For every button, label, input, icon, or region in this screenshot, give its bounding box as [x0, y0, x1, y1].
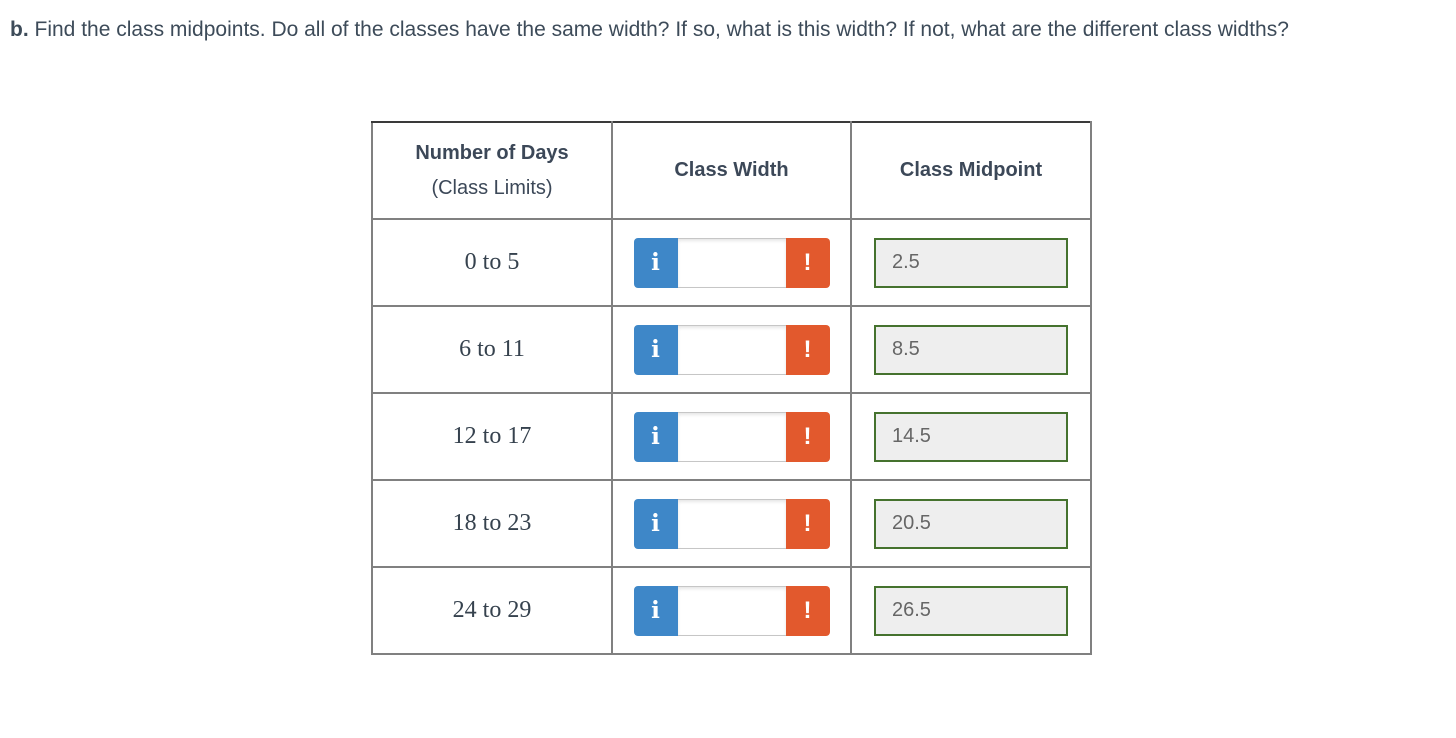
class-width-cell: i !: [611, 305, 852, 394]
info-button[interactable]: i: [633, 237, 678, 288]
table-row: 0 to 5 i ! 2.5: [371, 218, 1092, 307]
info-button[interactable]: i: [633, 324, 678, 375]
table-row: 6 to 11 i ! 8.5: [371, 305, 1092, 394]
class-width-cell: i !: [611, 566, 852, 655]
class-midpoint-cell: 20.5: [850, 479, 1092, 568]
table-row: 12 to 17 i ! 14.5: [371, 392, 1092, 481]
midpoint-answer-box: 8.5: [874, 324, 1068, 375]
class-width-input-group: i !: [633, 324, 830, 375]
info-icon: i: [651, 249, 660, 276]
header-class-limits-line2: (Class Limits): [431, 176, 553, 199]
exclamation-icon: !: [803, 422, 812, 450]
info-icon: i: [651, 597, 660, 624]
class-width-cell: i !: [611, 218, 852, 307]
class-limits-label: 18 to 23: [371, 479, 613, 568]
midpoint-answer-box: 26.5: [874, 585, 1068, 636]
info-icon: i: [651, 510, 660, 537]
info-button[interactable]: i: [633, 498, 678, 549]
class-width-input-group: i !: [633, 237, 830, 288]
class-table: Number of Days (Class Limits) Class Widt…: [371, 121, 1092, 655]
alert-button[interactable]: !: [785, 498, 830, 549]
info-button[interactable]: i: [633, 411, 678, 462]
class-midpoint-cell: 26.5: [850, 566, 1092, 655]
midpoint-answer-box: 14.5: [874, 411, 1068, 462]
table-header-row: Number of Days (Class Limits) Class Widt…: [371, 121, 1092, 220]
midpoint-value: 2.5: [892, 251, 920, 273]
class-width-cell: i !: [611, 392, 852, 481]
header-class-width: Class Width: [611, 121, 852, 220]
class-width-input-group: i !: [633, 498, 830, 549]
midpoint-value: 8.5: [892, 338, 920, 360]
class-width-input-group: i !: [633, 411, 830, 462]
midpoint-answer-box: 20.5: [874, 498, 1068, 549]
class-width-input[interactable]: [677, 411, 786, 462]
question-body: Find the class midpoints. Do all of the …: [28, 18, 1289, 41]
class-width-input[interactable]: [677, 324, 786, 375]
question-part-label: b.: [10, 18, 29, 41]
table-row: 18 to 23 i ! 20.5: [371, 479, 1092, 568]
alert-button[interactable]: !: [785, 324, 830, 375]
header-class-midpoint: Class Midpoint: [850, 121, 1092, 220]
class-limits-label: 6 to 11: [371, 305, 613, 394]
class-midpoint-cell: 14.5: [850, 392, 1092, 481]
class-midpoint-cell: 2.5: [850, 218, 1092, 307]
class-limits-label: 0 to 5: [371, 218, 613, 307]
alert-button[interactable]: !: [785, 237, 830, 288]
class-limits-label: 24 to 29: [371, 566, 613, 655]
midpoint-value: 26.5: [892, 599, 931, 621]
alert-button[interactable]: !: [785, 585, 830, 636]
midpoint-answer-box: 2.5: [874, 237, 1068, 288]
info-icon: i: [651, 336, 660, 363]
alert-button[interactable]: !: [785, 411, 830, 462]
exclamation-icon: !: [803, 335, 812, 363]
class-midpoint-cell: 8.5: [850, 305, 1092, 394]
exclamation-icon: !: [803, 248, 812, 276]
class-width-input-group: i !: [633, 585, 830, 636]
info-button[interactable]: i: [633, 585, 678, 636]
midpoint-value: 14.5: [892, 425, 931, 447]
header-number-of-days-line1: Number of Days: [415, 141, 569, 164]
class-limits-label: 12 to 17: [371, 392, 613, 481]
class-width-input[interactable]: [677, 585, 786, 636]
midpoint-value: 20.5: [892, 512, 931, 534]
table-row: 24 to 29 i ! 26.5: [371, 566, 1092, 655]
class-width-input[interactable]: [677, 237, 786, 288]
class-width-input[interactable]: [677, 498, 786, 549]
question-text: b. Find the class midpoints. Do all of t…: [10, 11, 1426, 49]
info-icon: i: [651, 423, 660, 450]
header-number-of-days: Number of Days (Class Limits): [371, 121, 613, 220]
class-width-cell: i !: [611, 479, 852, 568]
exclamation-icon: !: [803, 596, 812, 624]
exclamation-icon: !: [803, 509, 812, 537]
